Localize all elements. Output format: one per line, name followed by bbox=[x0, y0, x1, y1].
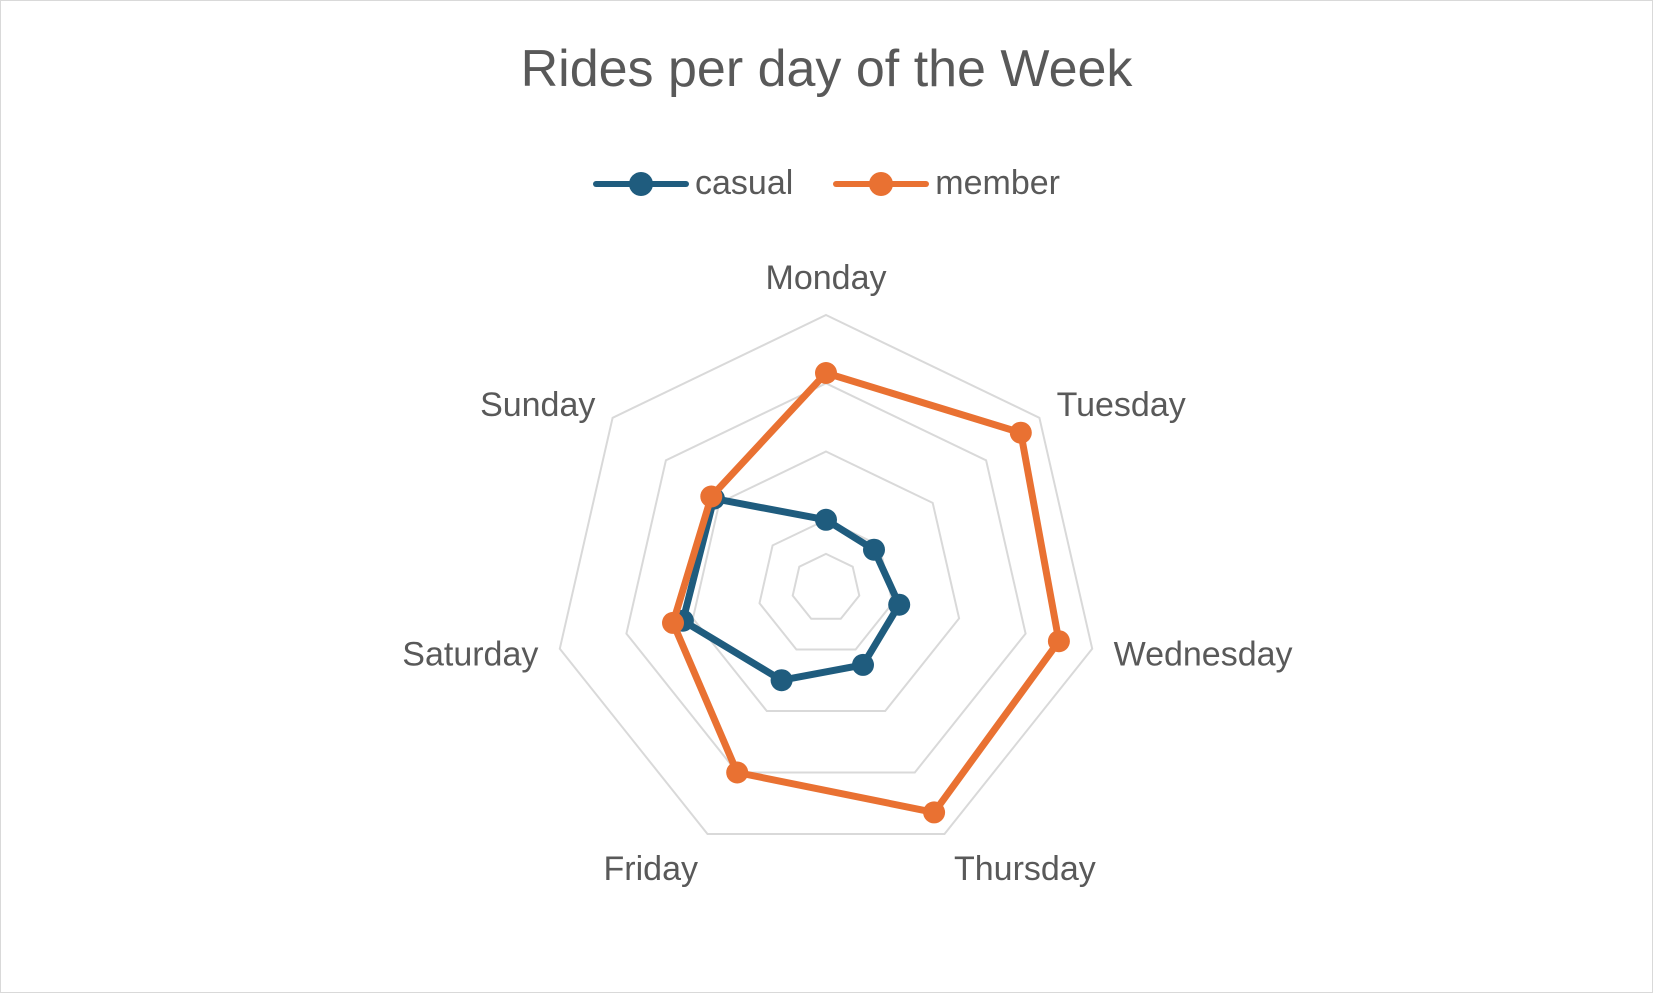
legend-label-member: member bbox=[935, 164, 1060, 202]
legend-swatch-member bbox=[833, 171, 930, 196]
gridline-600 bbox=[625, 382, 1027, 774]
data-point-member-monday bbox=[815, 362, 837, 384]
data-point-casual-friday bbox=[770, 669, 793, 692]
data-point-member-sunday bbox=[700, 485, 723, 508]
axis-label-friday: Friday bbox=[604, 850, 698, 888]
series-line-casual bbox=[679, 495, 903, 684]
legend-item-casual[interactable]: casual bbox=[593, 164, 793, 203]
data-point-casual-tuesday bbox=[863, 538, 885, 561]
data-point-casual-wednesday bbox=[888, 593, 911, 616]
chart-title: Rides per day of the Week bbox=[520, 40, 1133, 98]
axis-label-sunday: Sunday bbox=[480, 386, 595, 424]
axis-label-thursday: Thursday bbox=[954, 850, 1096, 888]
axis-label-monday: Monday bbox=[766, 259, 887, 297]
legend-marker-member bbox=[869, 171, 894, 196]
data-point-member-friday bbox=[726, 761, 749, 784]
data-point-casual-thursday bbox=[852, 653, 874, 676]
data-point-member-saturday bbox=[662, 611, 684, 634]
data-point-member-thursday bbox=[923, 801, 946, 824]
axis-label-saturday: Saturday bbox=[402, 636, 538, 674]
gridline-400 bbox=[691, 450, 961, 712]
legend-swatch-casual bbox=[593, 171, 689, 196]
data-point-member-wednesday bbox=[1047, 630, 1070, 653]
axis-label-tuesday: Tuesday bbox=[1057, 386, 1186, 424]
series-line-member bbox=[669, 369, 1063, 816]
legend-label-casual: casual bbox=[695, 164, 794, 202]
legend-marker-casual bbox=[629, 171, 653, 196]
data-point-member-tuesday bbox=[1009, 421, 1032, 444]
chart-legend: casual member bbox=[0, 164, 1653, 203]
axis-label-wednesday: Wednesday bbox=[1114, 636, 1293, 674]
legend-item-member[interactable]: member bbox=[833, 164, 1060, 203]
data-point-casual-monday bbox=[815, 508, 837, 531]
gridline-100 bbox=[791, 552, 861, 620]
gridline-800 bbox=[558, 313, 1094, 835]
